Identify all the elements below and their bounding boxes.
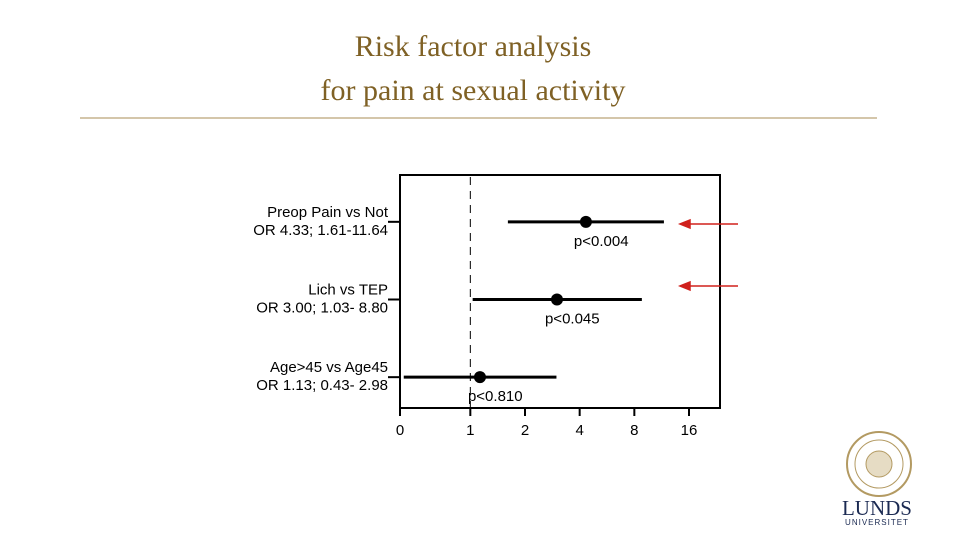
row-label: Preop Pain vs Not <box>267 204 389 221</box>
x-tick-label: 8 <box>630 422 638 439</box>
p-label: p<0.810 <box>468 388 523 405</box>
or-point <box>550 293 563 306</box>
arrows <box>677 218 738 292</box>
plot-frame <box>399 174 721 409</box>
x-tick-label: 16 <box>681 422 698 439</box>
x-tick-label: 0 <box>396 422 404 439</box>
logo: LUNDS UNIVERSITET <box>842 431 912 527</box>
x-tick-label: 1 <box>466 422 474 439</box>
row-label: Lich vs TEP <box>308 282 388 299</box>
title-line: for pain at sexual activity <box>321 74 626 107</box>
arrow-head <box>677 218 691 230</box>
seal <box>854 439 904 489</box>
p-label: p<0.045 <box>545 311 600 328</box>
logo-subtitle: UNIVERSITET <box>845 518 909 527</box>
seal <box>865 450 893 478</box>
row-or-label: OR 4.33; 1.61-11.64 <box>253 222 388 239</box>
x-tick-label: 4 <box>575 422 583 439</box>
arrow-head <box>677 280 691 292</box>
p-label: p<0.004 <box>574 233 629 250</box>
x-tick-label: 2 <box>521 422 529 439</box>
row-or-label: OR 3.00; 1.03- 8.80 <box>256 300 388 317</box>
row-or-label: OR 1.13; 0.43- 2.98 <box>256 377 388 394</box>
seal <box>846 431 912 497</box>
logo-name: LUNDS <box>842 496 912 520</box>
title-line: Risk factor analysis <box>355 30 592 63</box>
or-point <box>473 371 486 384</box>
or-point <box>579 215 592 228</box>
row-label: Age>45 vs Age45 <box>270 359 388 376</box>
